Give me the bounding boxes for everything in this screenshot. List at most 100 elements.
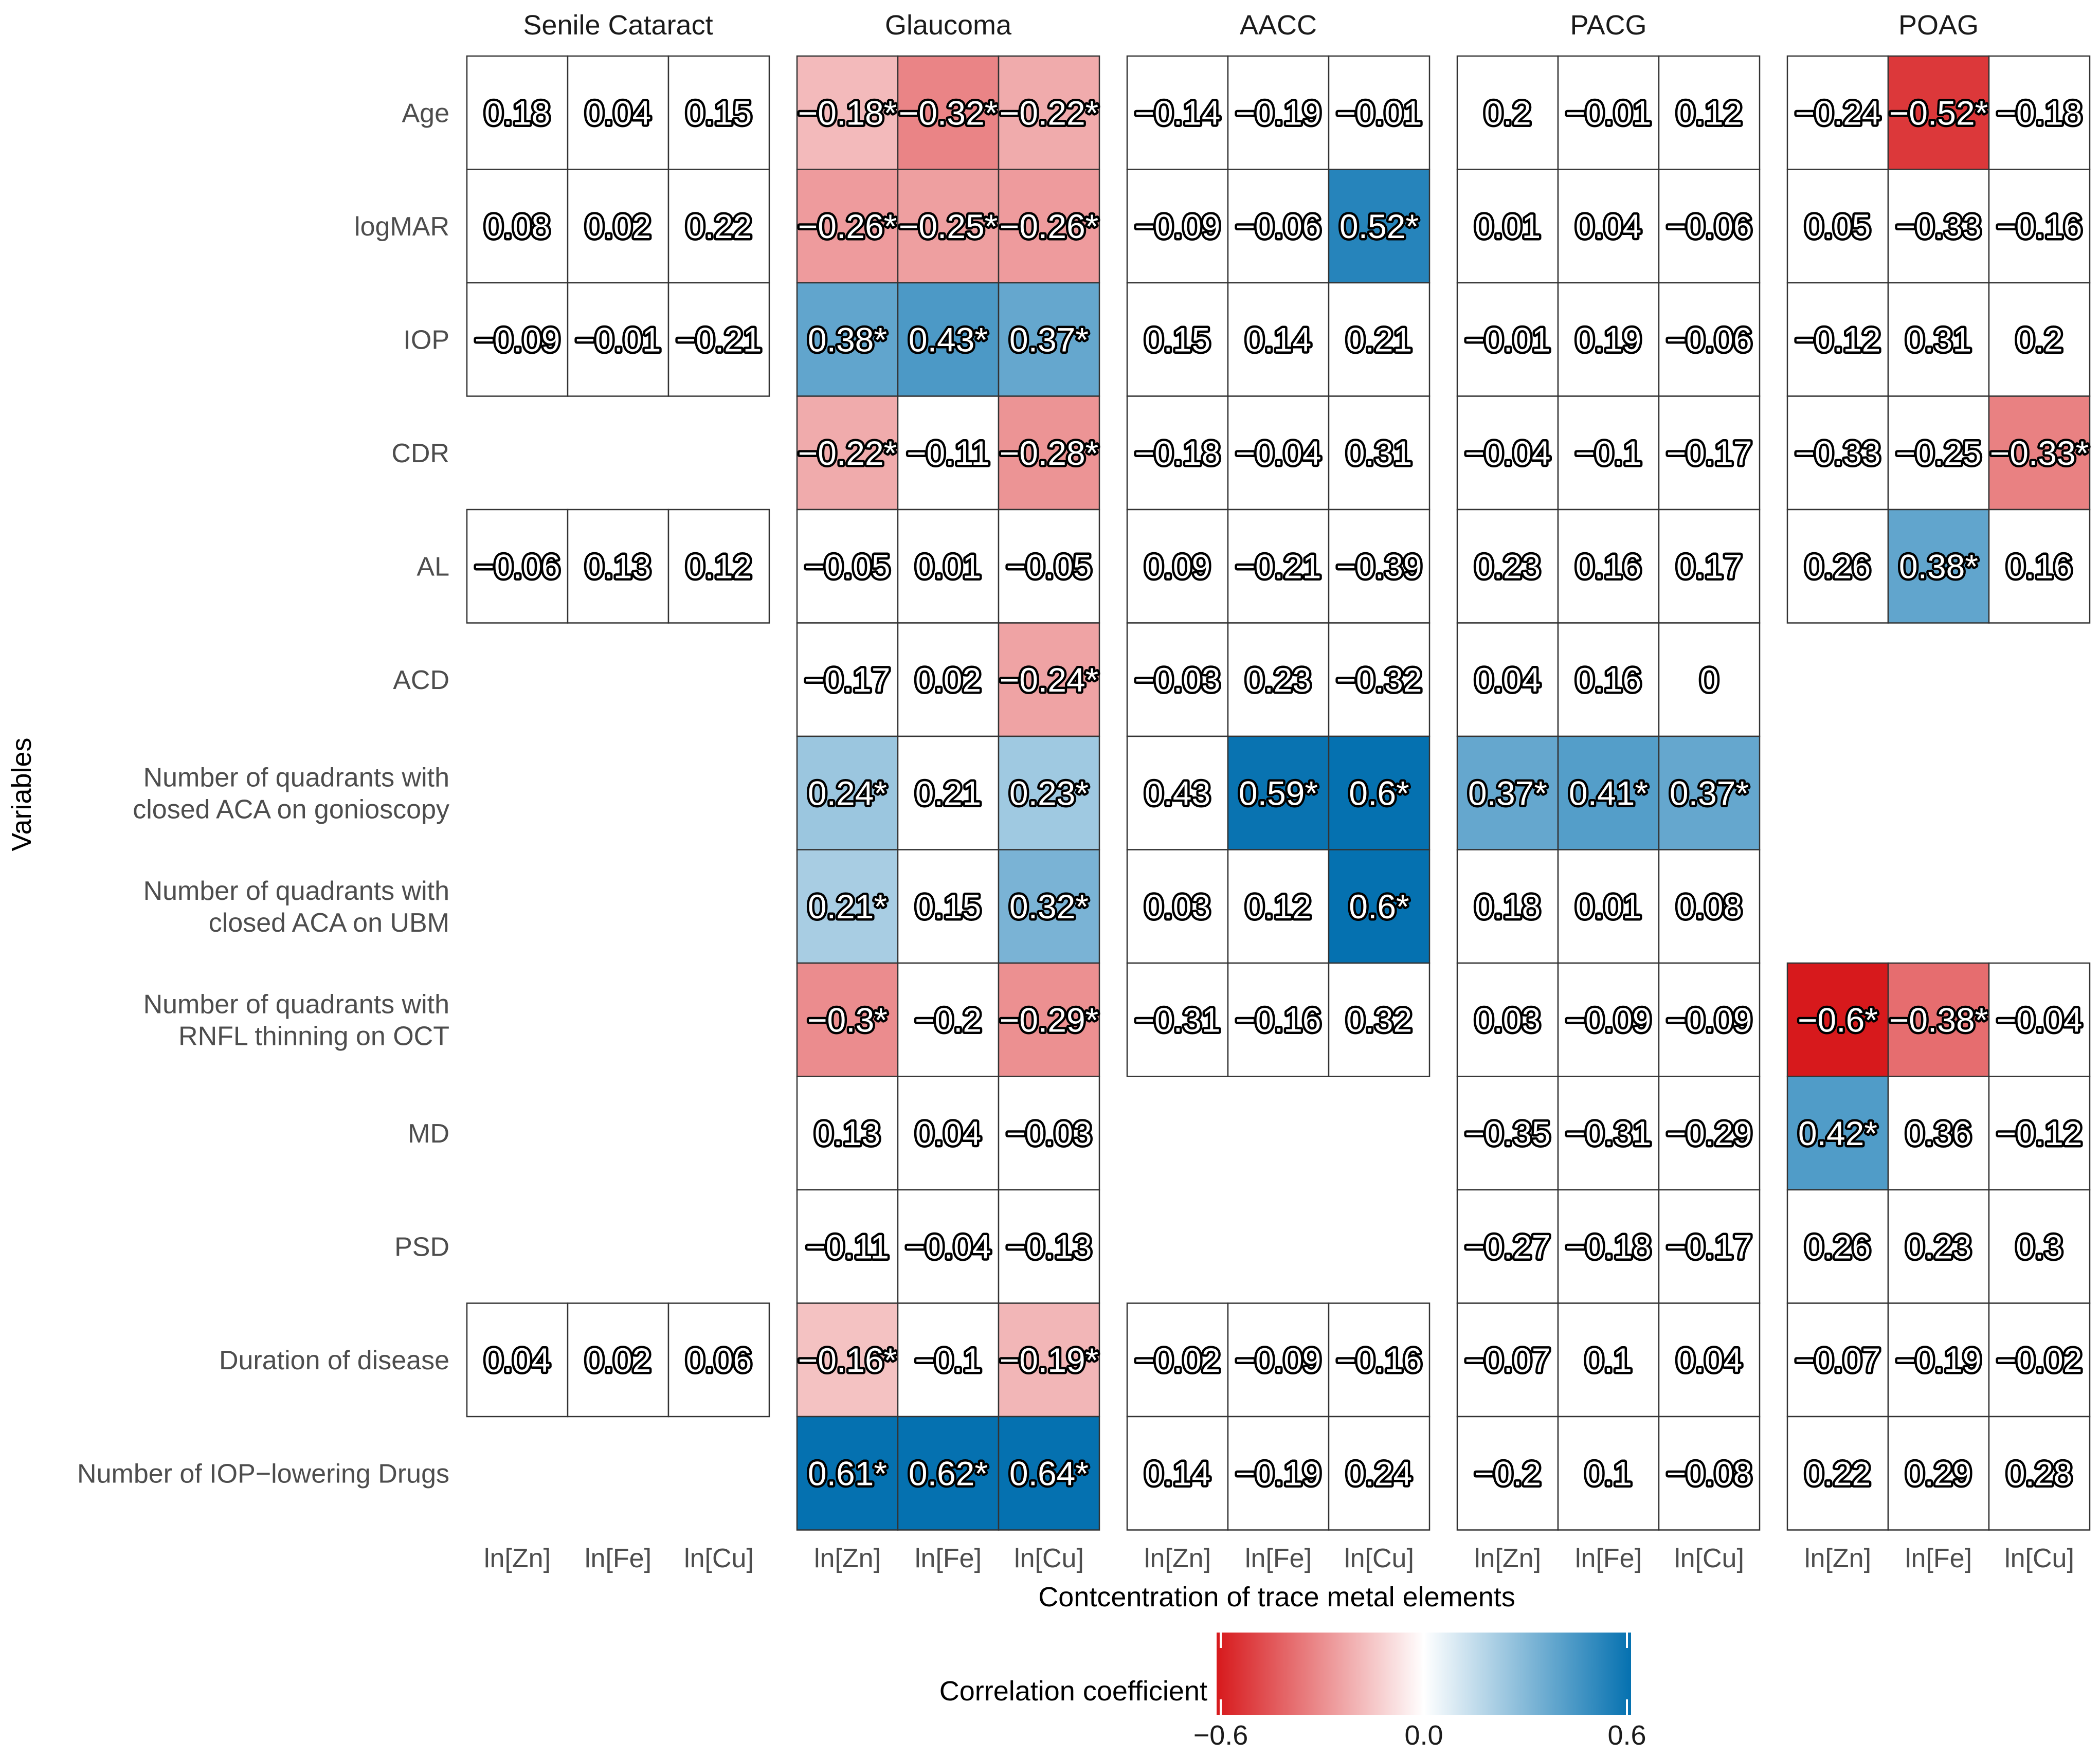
row-label: ACD — [393, 665, 449, 695]
column-tick-label: ln[Zn] — [814, 1544, 881, 1573]
cell-value-label: 0.64* — [1009, 1454, 1089, 1492]
heatmap-cell — [1456, 1189, 1559, 1304]
heatmap-cell — [796, 622, 899, 737]
cell-value-label: −0.06 — [475, 547, 560, 585]
heatmap-cell — [1557, 849, 1660, 964]
cell-value-label: 0.08 — [484, 207, 550, 245]
cell-value-label: 0.08 — [1676, 887, 1742, 926]
heatmap-cell — [1988, 55, 2091, 170]
cell-value-label: −0.24* — [1000, 661, 1099, 699]
cell-value-label: 0.14 — [1145, 1454, 1210, 1492]
heatmap-cell — [1328, 849, 1431, 964]
cell-value-label: 0.38* — [808, 320, 887, 358]
cell-value-label: −0.01 — [1336, 94, 1422, 132]
cell-value-label: 0.23 — [1245, 661, 1311, 699]
panel-title: PACG — [1570, 10, 1646, 41]
cell-value-label: 0.14 — [1245, 320, 1311, 358]
heatmap-cell — [1557, 1416, 1660, 1531]
column-tick-label: ln[Zn] — [1144, 1544, 1211, 1573]
cell-value-label: 0.29 — [1906, 1454, 1971, 1492]
cell-value-label: −0.01 — [575, 320, 661, 358]
column-tick-label: ln[Fe] — [1245, 1544, 1312, 1573]
heatmap-cell — [1658, 1189, 1761, 1304]
cell-value-label: 0.28 — [2006, 1454, 2072, 1492]
heatmap-cell — [1786, 169, 1889, 284]
heatmap-cell — [1658, 849, 1761, 964]
heatmap-cell — [1126, 962, 1229, 1077]
heatmap-cell — [796, 1189, 899, 1304]
cell-value-label: 0.12 — [1245, 887, 1311, 926]
cell-value-label: −0.02 — [1135, 1341, 1221, 1379]
cell-value-label: −0.18 — [1997, 94, 2083, 132]
heatmap-cell — [1988, 509, 2091, 624]
row-label: Age — [402, 98, 449, 128]
column-tick-label: ln[Zn] — [484, 1544, 551, 1573]
cell-value-label: 0.37* — [1670, 774, 1749, 812]
cell-value-label: −0.17 — [1667, 434, 1752, 472]
legend-tick-label: −0.6 — [1193, 1720, 1248, 1751]
heatmap-cell — [1456, 962, 1559, 1077]
cell-value-label: −0.35 — [1465, 1114, 1551, 1152]
panel-title: Senile Cataract — [523, 10, 713, 41]
cell-value-label: −0.19* — [1000, 1341, 1099, 1379]
heatmap-cell — [1456, 395, 1559, 511]
heatmap-cell — [796, 55, 899, 170]
heatmap-cell — [1557, 55, 1660, 170]
row-label: CDR — [391, 439, 449, 468]
x-axis-title: Contcentration of trace metal elements — [1038, 1582, 1515, 1612]
cell-value-label: 0.61* — [808, 1454, 887, 1492]
cell-value-label: 0.17 — [1676, 547, 1742, 585]
cell-value-label: 0.04 — [1676, 1341, 1742, 1379]
cell-value-label: 0.01 — [915, 547, 981, 585]
cell-value-label: 0.12 — [686, 547, 752, 585]
heatmap-cell — [1887, 1189, 1990, 1304]
cell-value-label: −0.11 — [907, 434, 990, 472]
cell-value-label: −0.12 — [1997, 1114, 2083, 1152]
cell-value-label: 0.22 — [1805, 1454, 1871, 1492]
heatmap-cell — [1658, 55, 1761, 170]
heatmap-cell — [1658, 509, 1761, 624]
heatmap-cell — [1227, 849, 1330, 964]
cell-value-label: 0.02 — [915, 661, 981, 699]
heatmap-cell — [1658, 1416, 1761, 1531]
heatmap-cell — [796, 849, 899, 964]
cell-value-label: −0.28* — [1000, 434, 1099, 472]
heatmap-cell — [1786, 962, 1889, 1077]
cell-value-label: 0.1 — [1585, 1454, 1632, 1492]
cell-value-label: 0.18 — [1475, 887, 1541, 926]
cell-value-label: 0.04 — [484, 1341, 550, 1379]
cell-value-label: 0.15 — [1145, 320, 1210, 358]
heatmap-cell — [1887, 1076, 1990, 1191]
heatmap-cell — [897, 1302, 1000, 1418]
heatmap-cell — [897, 735, 1000, 850]
cell-value-label: 0.13 — [585, 547, 651, 585]
heatmap-cell — [1227, 509, 1330, 624]
heatmap-cell — [1658, 962, 1761, 1077]
heatmap-cell — [667, 1302, 770, 1418]
cell-value-label: −0.1 — [1575, 434, 1642, 472]
cell-value-label: −0.02 — [1997, 1341, 2083, 1379]
cell-value-label: −0.18* — [798, 94, 897, 132]
cell-value-label: 0.23* — [1009, 774, 1089, 812]
cell-value-label: 0.09 — [1145, 547, 1210, 585]
cell-value-label: −0.17 — [805, 661, 891, 699]
heatmap-cell — [1227, 55, 1330, 170]
cell-value-label: −0.33* — [1990, 434, 2089, 472]
heatmap-cell — [667, 55, 770, 170]
heatmap-cell — [1328, 622, 1431, 737]
column-tick-label: ln[Cu] — [2004, 1544, 2074, 1573]
cell-value-label: 0.31 — [1906, 320, 1971, 358]
heatmap-cell — [796, 962, 899, 1077]
cell-value-label: 0.31 — [1346, 434, 1412, 472]
panel-title: Glaucoma — [885, 10, 1012, 41]
row-label: Number of IOP−lowering Drugs — [77, 1459, 449, 1489]
heatmap-cell — [466, 282, 569, 397]
cell-value-label: −0.06 — [1236, 207, 1321, 245]
cell-value-label: 0.18 — [484, 94, 550, 132]
heatmap-cell — [1887, 55, 1990, 170]
cell-value-label: 0.23 — [1906, 1227, 1971, 1265]
cell-value-label: 0.6* — [1349, 887, 1409, 926]
cell-value-label: −0.32* — [899, 94, 998, 132]
heatmap-cell — [1126, 55, 1229, 170]
cell-value-label: −0.19 — [1896, 1341, 1982, 1379]
